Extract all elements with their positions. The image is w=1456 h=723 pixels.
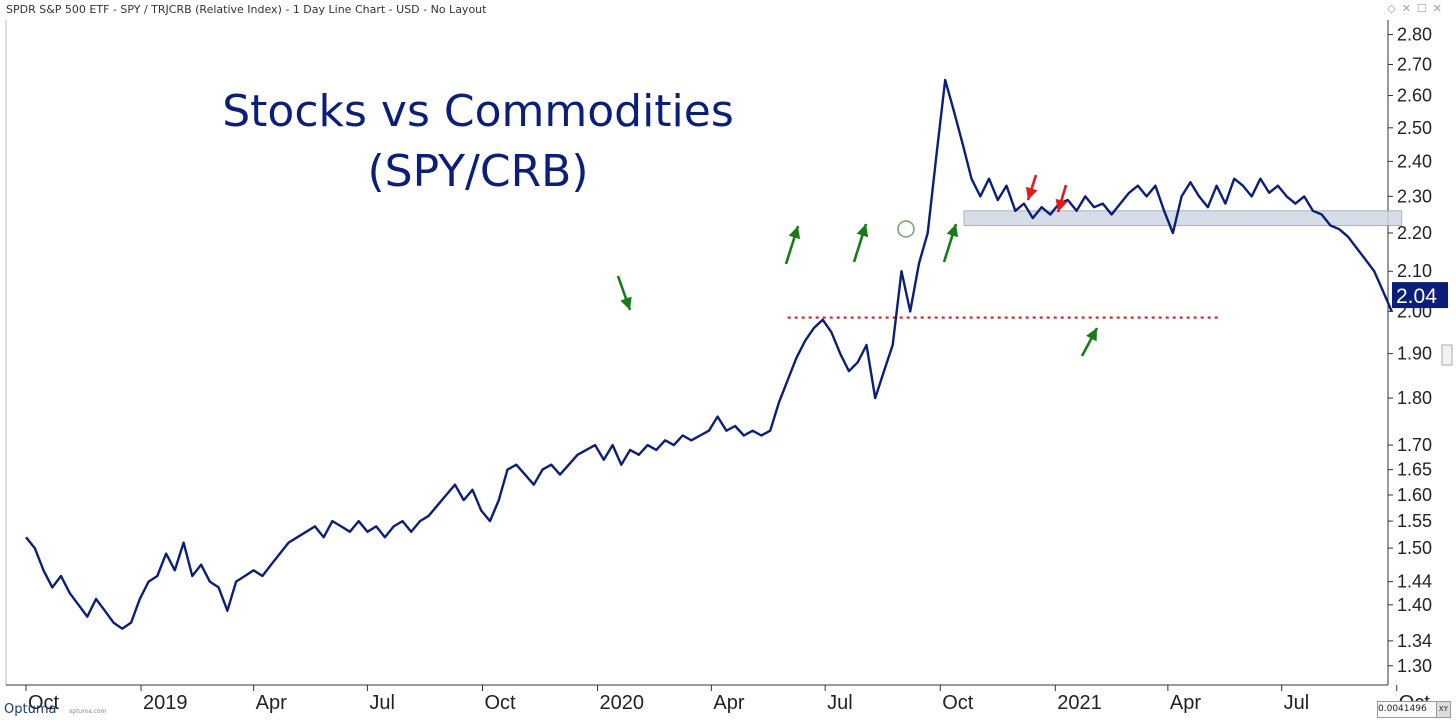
title-bar: SPDR S&P 500 ETF - SPY / TRJCRB (Relativ… xyxy=(0,0,1456,20)
readout-value: 0.0041496 xyxy=(1378,704,1427,714)
y-tick-label: 2.40 xyxy=(1397,151,1432,171)
x-tick-label: Oct xyxy=(28,692,60,714)
brand-logo: Optuma optuma.com xyxy=(4,702,106,722)
x-tick-label: Jul xyxy=(369,692,395,714)
x-tick-label: Apr xyxy=(1170,692,1201,714)
y-tick-label: 2.30 xyxy=(1397,186,1432,206)
y-tick-label: 2.50 xyxy=(1397,118,1432,138)
red-down-arrow-icon-head xyxy=(1055,198,1068,212)
y-tick-label: 2.70 xyxy=(1397,54,1432,74)
y-tick-label: 1.90 xyxy=(1397,344,1432,364)
window-title: SPDR S&P 500 ETF - SPY / TRJCRB (Relativ… xyxy=(6,3,487,16)
chart-subtitle: (SPY/CRB) xyxy=(367,146,588,197)
y-tick-label: 2.20 xyxy=(1397,223,1432,243)
x-tick-label: Oct xyxy=(942,692,974,714)
red-down-arrow-icon-head xyxy=(1025,186,1038,200)
x-tick-label: 2021 xyxy=(1057,692,1102,714)
y-tick-label: 1.30 xyxy=(1397,656,1432,676)
x-tick-label: 2020 xyxy=(600,692,645,714)
x-tick-label: Apr xyxy=(713,692,744,714)
brand-url: optuma.com xyxy=(68,708,107,715)
y-tick-label: 1.40 xyxy=(1397,595,1432,615)
x-tick-label: Oct xyxy=(484,692,516,714)
xy-button[interactable]: XY xyxy=(1435,702,1450,717)
y-tick-label: 2.60 xyxy=(1397,86,1432,106)
support-zone xyxy=(963,210,1403,227)
up-arrow-icon-head xyxy=(1086,328,1097,342)
y-tick-label: 1.65 xyxy=(1397,460,1432,480)
chart-title: Stocks vs Commodities xyxy=(222,86,734,137)
brand-name: Optuma xyxy=(4,702,57,717)
last-value-label: 2.04 xyxy=(1396,285,1437,308)
y-tick-label: 1.60 xyxy=(1397,485,1432,505)
circle-marker-icon xyxy=(897,220,915,238)
y-tick-label: 1.80 xyxy=(1397,388,1432,408)
up-arrow-icon-head xyxy=(946,224,959,238)
y-tick-label: 1.55 xyxy=(1397,511,1432,531)
up-arrow-icon-head xyxy=(788,226,801,240)
window-controls-icons[interactable]: ◇✕☐✕ xyxy=(1387,3,1448,15)
cursor-readout[interactable]: 0.0041496 XY xyxy=(1377,701,1451,718)
x-tick-label: 2019 xyxy=(143,692,188,714)
y-tick-label: 2.80 xyxy=(1397,25,1432,45)
last-value-tag xyxy=(1392,282,1448,309)
y-tick-label: 1.50 xyxy=(1397,538,1432,558)
x-tick-label: Apr xyxy=(256,692,287,714)
x-tick-label: Jul xyxy=(827,692,853,714)
scroll-handle-icon xyxy=(1441,344,1453,366)
down-arrow-icon-head xyxy=(620,296,632,310)
x-tick-label: Jul xyxy=(1284,692,1310,714)
y-tick-label: 1.70 xyxy=(1397,435,1432,455)
y-tick-label: 1.44 xyxy=(1397,572,1432,592)
y-tick-label: 1.34 xyxy=(1397,631,1432,651)
up-arrow-icon-head xyxy=(856,224,869,238)
price-line xyxy=(25,78,1393,630)
y-tick-label: 2.10 xyxy=(1397,261,1432,281)
